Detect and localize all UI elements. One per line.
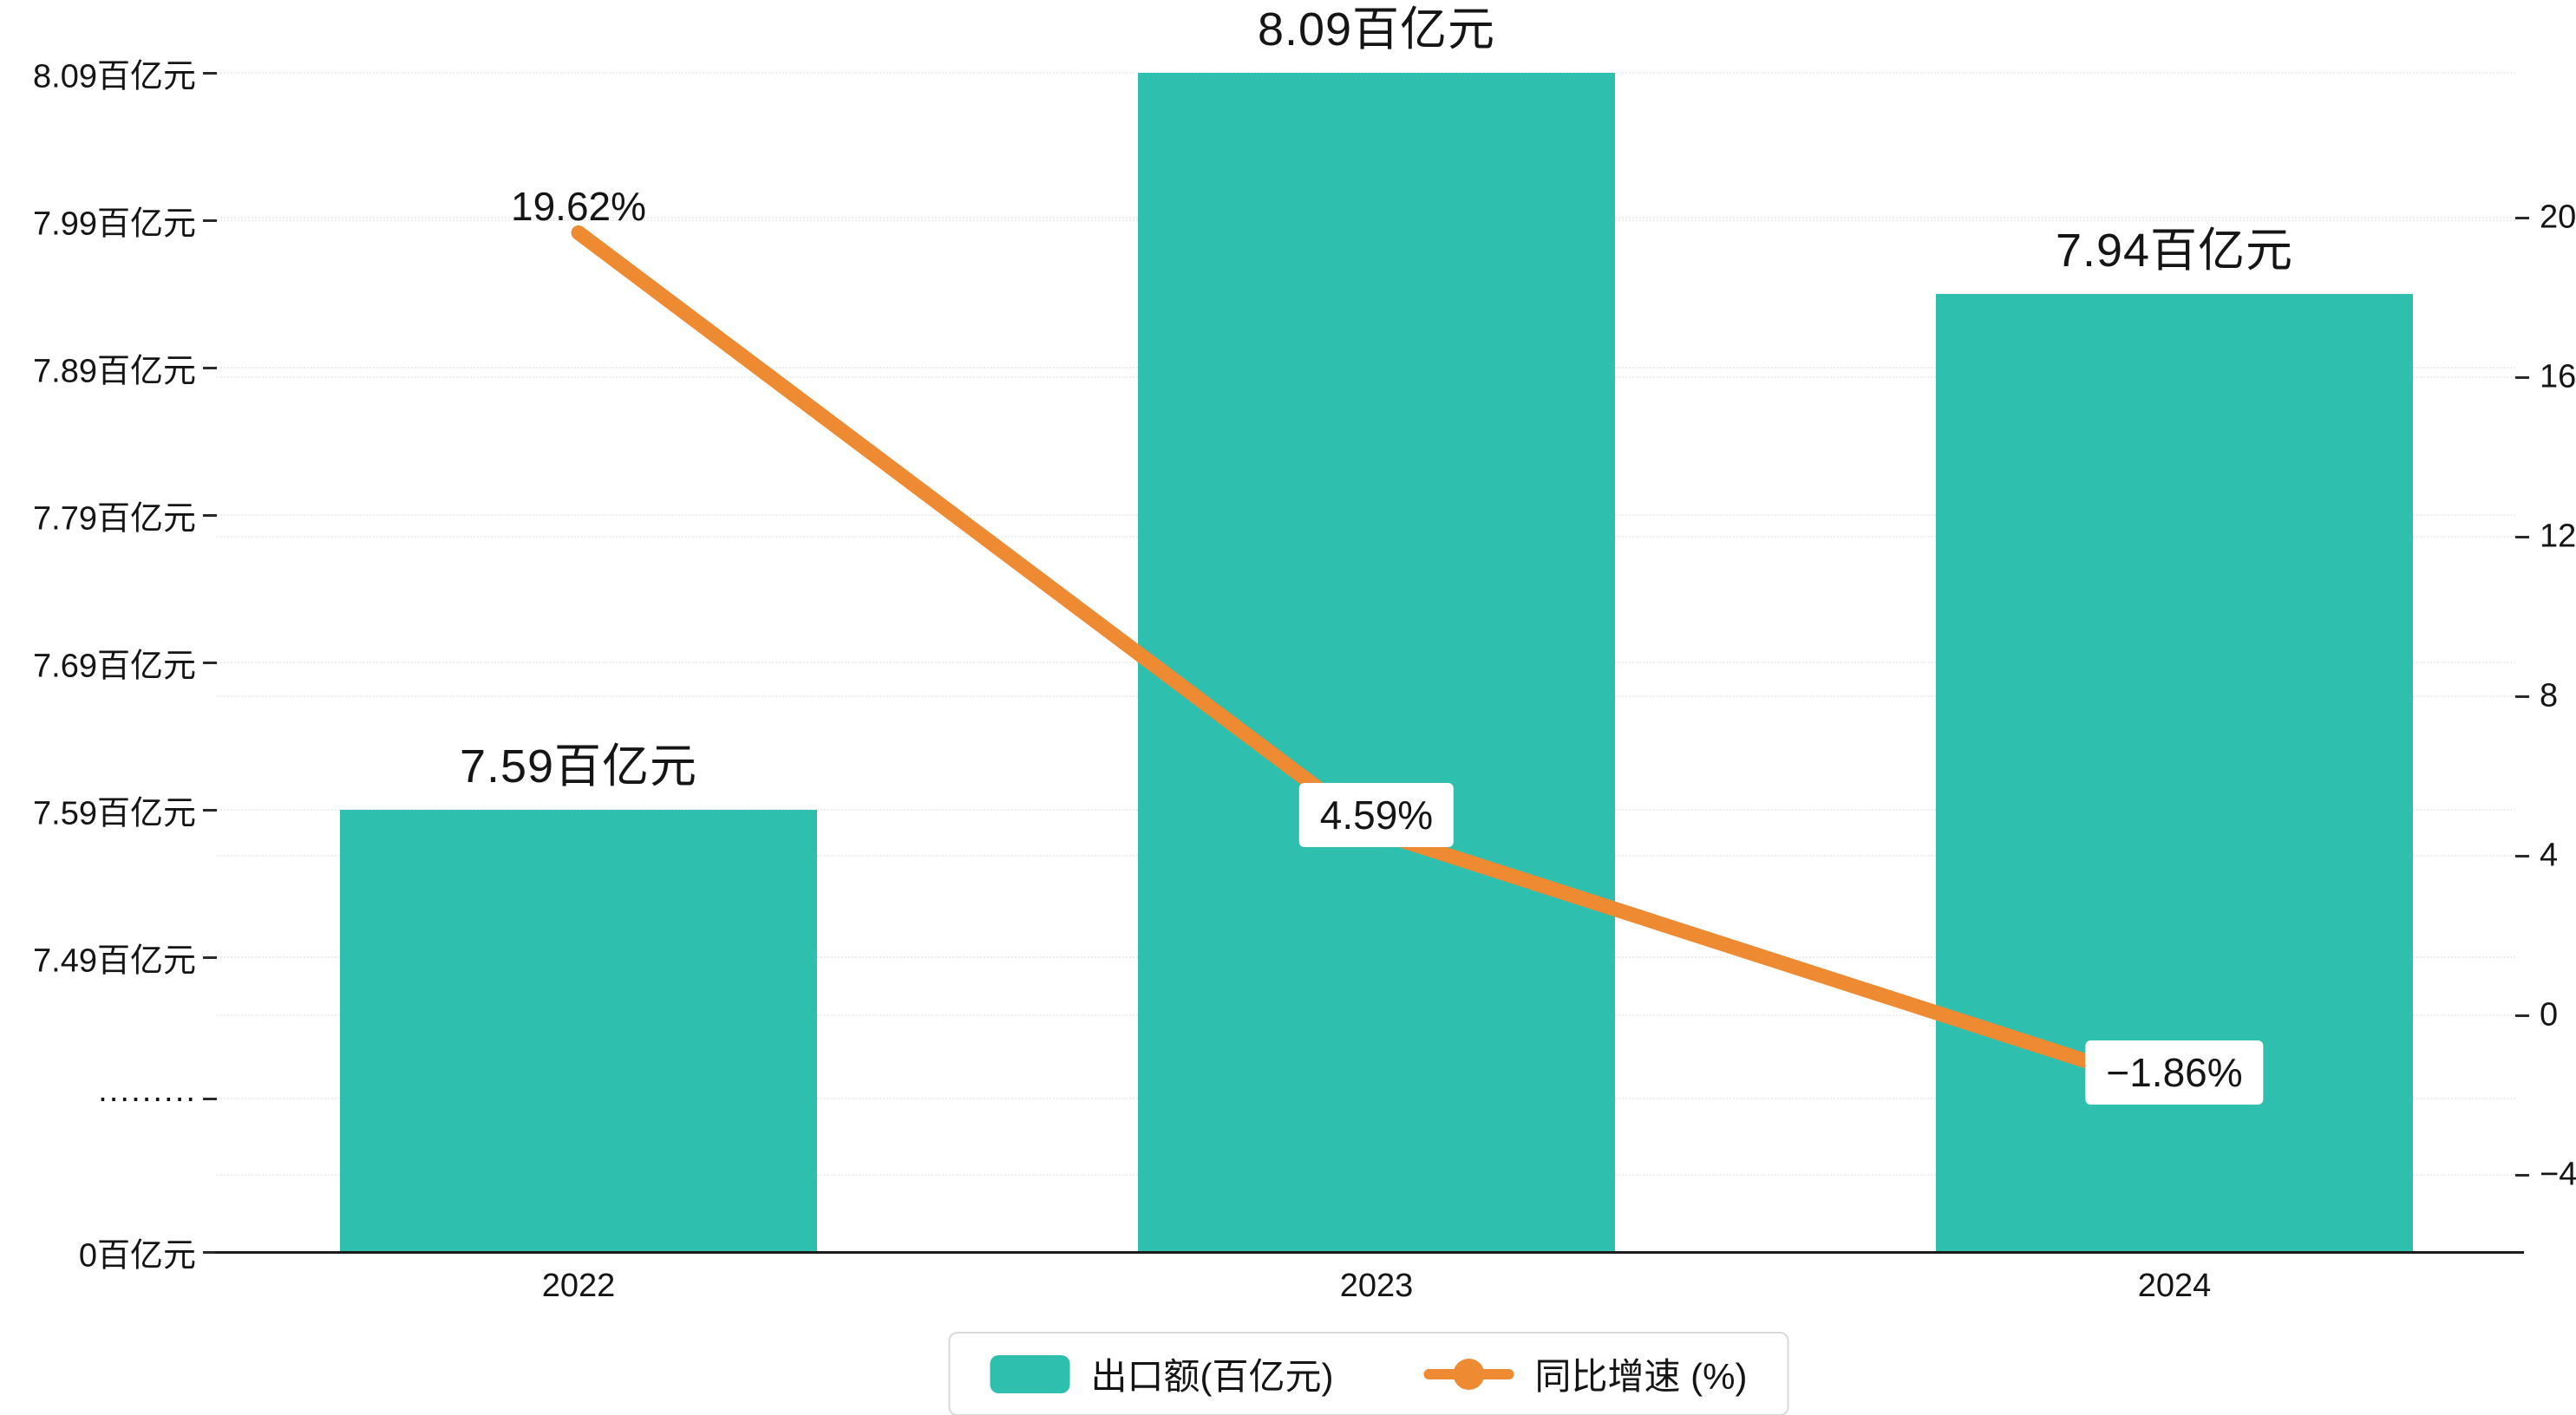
bar-value-label: 7.94百亿元 bbox=[2055, 225, 2294, 277]
y-axis-left-tickmark bbox=[203, 956, 217, 959]
y-axis-right-tickmark bbox=[2515, 1014, 2529, 1017]
y-axis-left-tick-label: 7.49百亿元 bbox=[33, 942, 196, 980]
y-axis-right-tick-label: −4 bbox=[2540, 1156, 2576, 1193]
y-axis-left-tickmark bbox=[203, 514, 217, 517]
y-axis-left-tickmark bbox=[203, 1098, 217, 1100]
growth-value-label: −1.86% bbox=[2085, 1040, 2264, 1105]
y-axis-left-tickmark bbox=[203, 809, 217, 812]
growth-value-label: 4.59% bbox=[1298, 782, 1455, 847]
y-axis-right-tickmark bbox=[2515, 695, 2529, 698]
legend-item-growth-line[interactable]: 同比增速 (%) bbox=[1423, 1347, 1747, 1400]
y-axis-left-tick-label: 7.99百亿元 bbox=[33, 205, 196, 243]
bar-value-label: 8.09百亿元 bbox=[1257, 3, 1496, 55]
y-axis-left-tick-label: 7.79百亿元 bbox=[33, 500, 196, 538]
y-axis-right-tick-label: 0 bbox=[2540, 996, 2559, 1034]
y-axis-left-tick-label: 8.09百亿元 bbox=[33, 58, 196, 95]
legend-label-growth: 同比增速 (%) bbox=[1534, 1356, 1748, 1397]
bar-value-label: 7.59百亿元 bbox=[459, 740, 698, 792]
y-axis-left-tick-label: 7.69百亿元 bbox=[33, 648, 196, 685]
y-axis-left-tick-label: 0百亿元 bbox=[78, 1237, 196, 1275]
legend-item-export-bar[interactable]: 出口额(百亿元) bbox=[990, 1347, 1334, 1400]
line-series-marker-dot bbox=[1453, 1358, 1485, 1390]
y-axis-right-tick-label: 16 bbox=[2540, 358, 2576, 395]
line-series-swatch bbox=[1423, 1358, 1514, 1390]
y-axis-left-tick-label: ········· bbox=[97, 1079, 196, 1117]
y-axis-left-tick-label: 7.59百亿元 bbox=[33, 795, 196, 832]
legend-label-export: 出口额(百亿元) bbox=[1090, 1356, 1334, 1397]
y-axis-left-tickmark bbox=[203, 72, 217, 75]
bar-series-swatch bbox=[990, 1354, 1070, 1393]
bar-2023 bbox=[1138, 73, 1615, 1252]
y-axis-right-tick-label: 8 bbox=[2540, 677, 2559, 714]
x-axis-label-2023: 2023 bbox=[1339, 1268, 1414, 1304]
y-axis-right-tickmark bbox=[2515, 855, 2529, 857]
growth-value-label: 19.62% bbox=[510, 184, 647, 230]
y-axis-right-tickmark bbox=[2515, 376, 2529, 379]
y-axis-left-tickmark bbox=[203, 219, 217, 222]
legend: 出口额(百亿元) 同比增速 (%) bbox=[948, 1332, 1789, 1415]
y-axis-right-tickmark bbox=[2515, 536, 2529, 538]
bar-2022 bbox=[340, 810, 817, 1252]
y-axis-right-tick-label: 20 bbox=[2540, 199, 2576, 236]
x-axis-label-2022: 2022 bbox=[541, 1268, 616, 1304]
x-axis-line bbox=[215, 1251, 2524, 1254]
y-axis-right-tickmark bbox=[2515, 1174, 2529, 1177]
y-axis-right-tickmark bbox=[2515, 217, 2529, 219]
y-axis-right-tick-label: 4 bbox=[2540, 837, 2559, 874]
y-axis-right-tick-label: 12 bbox=[2540, 518, 2576, 555]
y-axis-left-tickmark bbox=[203, 367, 217, 369]
bar-2024 bbox=[1936, 294, 2413, 1252]
y-axis-left-tickmark bbox=[203, 662, 217, 664]
y-axis-left-tick-label: 7.89百亿元 bbox=[33, 353, 196, 390]
x-axis-label-2024: 2024 bbox=[2137, 1268, 2212, 1304]
y-axis-left-tickmark bbox=[203, 1251, 217, 1254]
